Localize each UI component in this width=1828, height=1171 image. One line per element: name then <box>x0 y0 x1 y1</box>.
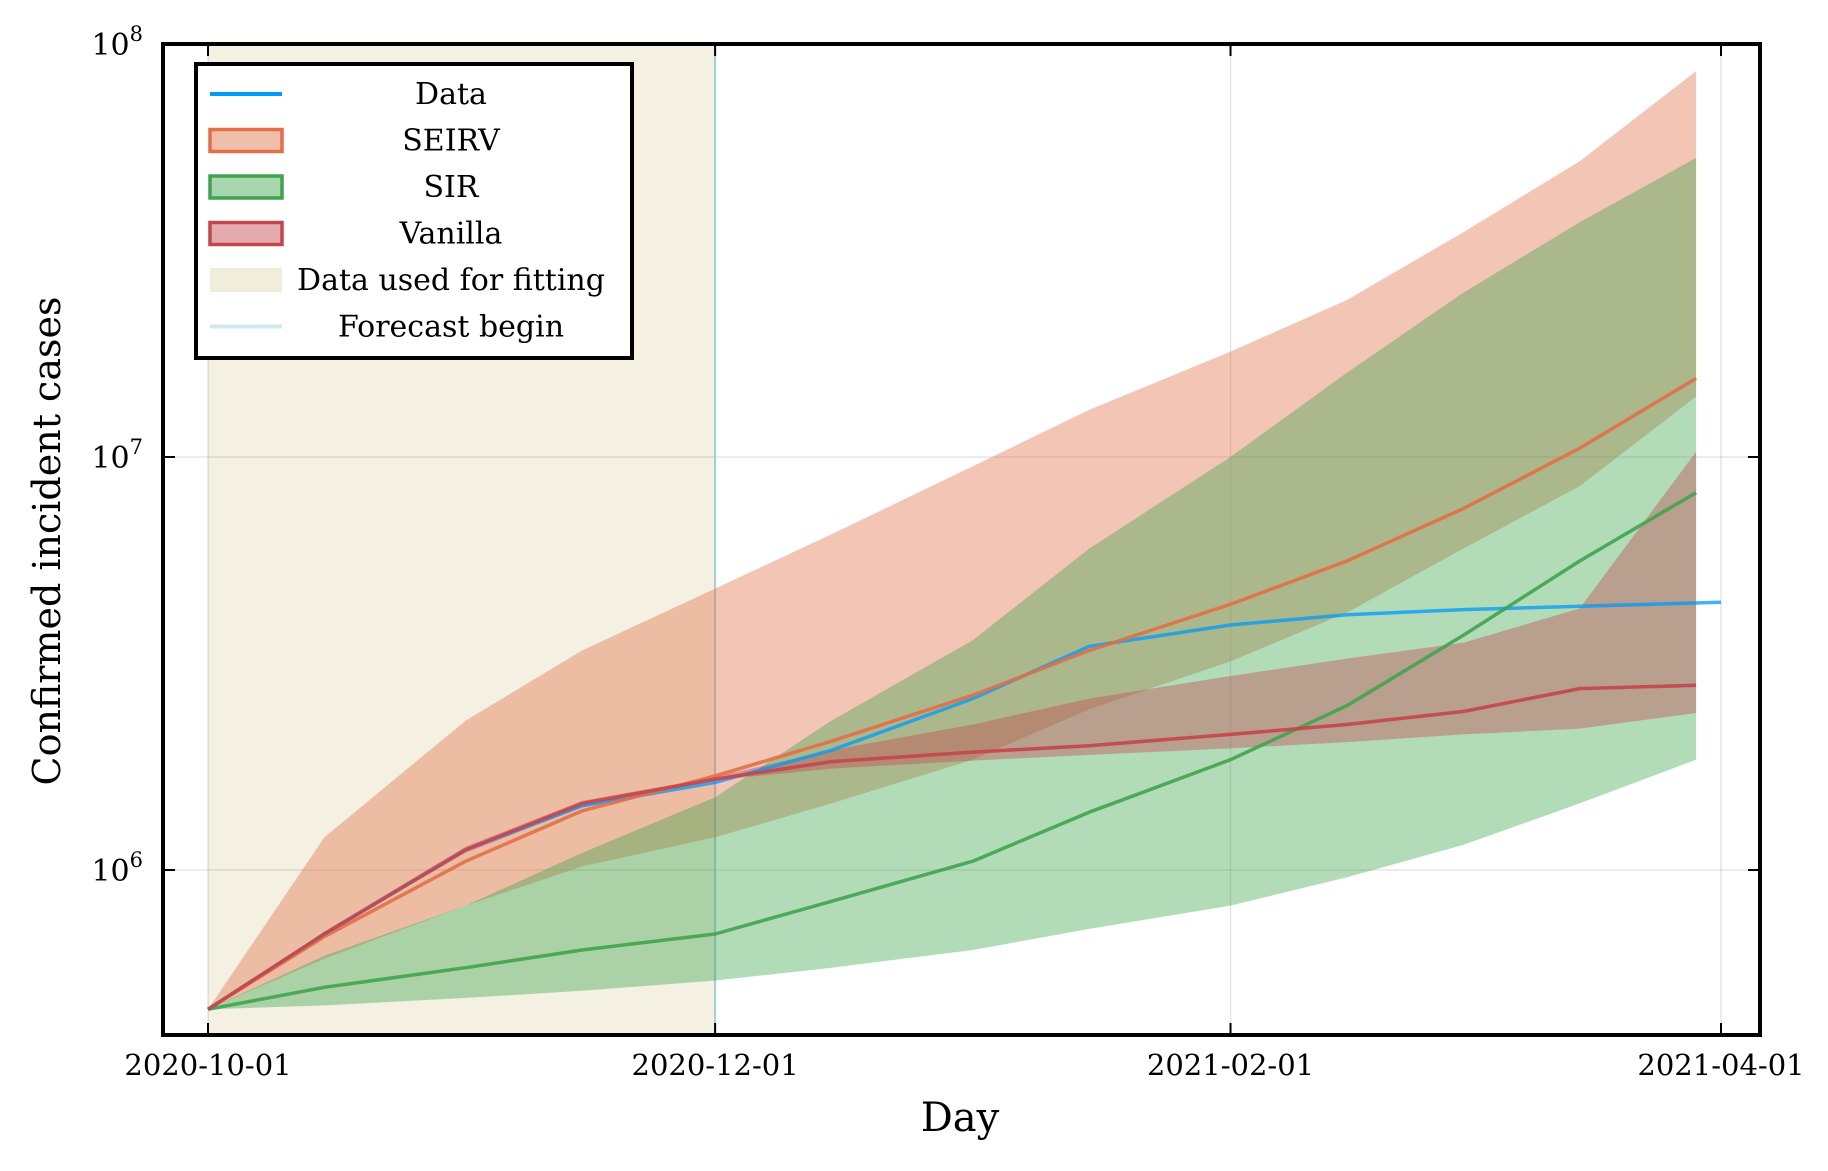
uncertainty-bands-layer <box>208 71 1697 1010</box>
y-tick-label-0: 106 <box>91 848 143 889</box>
band-vanilla <box>208 451 1697 1010</box>
line-vanilla <box>207 683 1697 1011</box>
band-sir <box>208 157 1697 1010</box>
legend-swatch-seirv <box>208 127 284 154</box>
series-lines-layer <box>207 376 1722 1012</box>
x-tick-label-3: 2021-04-01 <box>1637 1048 1804 1082</box>
legend-label-2: SIR <box>424 170 480 205</box>
line-seirv <box>207 376 1697 1011</box>
x-tick-labels: 2020-10-01 2020-12-01 2021-02-01 2021-04-01 <box>124 44 1805 1082</box>
legend-box <box>194 62 634 360</box>
legend-swatch-fit-window <box>210 268 282 292</box>
legend-label-3: Vanilla <box>399 217 503 252</box>
legend-label-4: Data used for fitting <box>297 263 605 298</box>
line-sir <box>207 491 1697 1012</box>
x-tick-label-0: 2020-10-01 <box>124 1048 291 1082</box>
plot-frame-layer <box>161 42 1762 1037</box>
band-seirv <box>208 71 1697 1010</box>
y-tick-label-1: 107 <box>91 435 143 476</box>
x-tick-label-1: 2020-12-01 <box>632 1048 799 1082</box>
y-axis-label: Confirmed incident cases <box>25 297 69 786</box>
legend-label-0: Data <box>415 77 487 112</box>
y-tick-labels: 106 107 108 <box>91 22 1760 889</box>
legend-swatch-sir <box>208 174 284 200</box>
x-tick-label-2: 2021-02-01 <box>1147 1048 1314 1082</box>
legend: Data SEIRV SIR Vanilla Data used for fitting… <box>194 62 634 360</box>
legend-label-1: SEIRV <box>402 124 501 159</box>
y-tick-label-2: 108 <box>91 22 143 63</box>
legend-label-5: Forecast begin <box>338 310 564 345</box>
x-axis-label: Day <box>921 1095 1000 1141</box>
plot-frame <box>161 42 1762 1037</box>
legend-swatch-vanilla <box>208 220 284 247</box>
